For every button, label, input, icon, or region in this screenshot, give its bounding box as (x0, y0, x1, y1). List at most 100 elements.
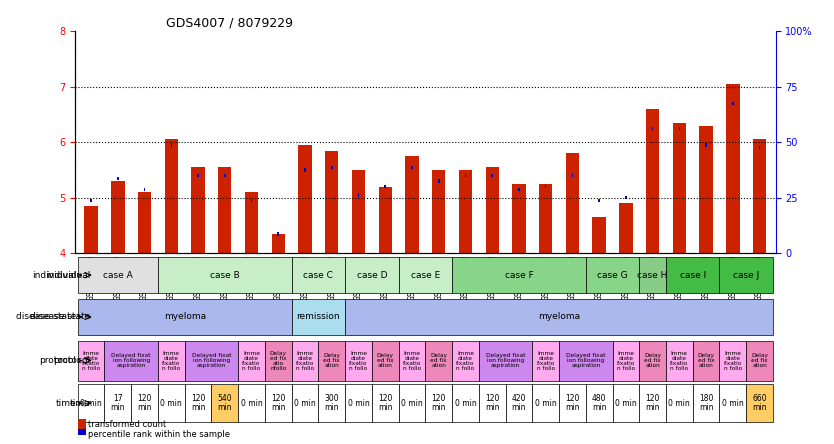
FancyBboxPatch shape (598, 199, 600, 202)
Text: 120
min: 120 min (271, 394, 285, 412)
FancyBboxPatch shape (479, 384, 505, 422)
Text: GDS4007 / 8079229: GDS4007 / 8079229 (166, 17, 293, 30)
Text: time: time (70, 399, 90, 408)
FancyBboxPatch shape (425, 384, 452, 422)
FancyBboxPatch shape (491, 174, 493, 177)
FancyBboxPatch shape (292, 341, 319, 381)
FancyBboxPatch shape (532, 384, 559, 422)
FancyBboxPatch shape (720, 341, 746, 381)
FancyBboxPatch shape (759, 146, 761, 150)
Bar (325, 151, 339, 253)
FancyBboxPatch shape (746, 384, 773, 422)
FancyBboxPatch shape (652, 127, 653, 130)
Text: case G: case G (597, 271, 628, 280)
Text: 120
min: 120 min (565, 394, 580, 412)
Text: 0 min: 0 min (401, 399, 423, 408)
FancyBboxPatch shape (224, 174, 226, 177)
Text: myeloma: myeloma (163, 313, 206, 321)
Bar (459, 170, 472, 253)
Text: Imme
diate
fixatio
n follo: Imme diate fixatio n follo (162, 351, 180, 371)
Bar (673, 123, 686, 253)
Text: case A: case A (103, 271, 133, 280)
Text: 540
min: 540 min (218, 394, 232, 412)
FancyBboxPatch shape (679, 127, 681, 130)
Text: 0 min: 0 min (669, 399, 691, 408)
FancyBboxPatch shape (184, 341, 239, 381)
FancyBboxPatch shape (452, 257, 585, 293)
FancyBboxPatch shape (693, 384, 720, 422)
Text: Delayed fixat
ion following
aspiration: Delayed fixat ion following aspiration (566, 353, 605, 368)
FancyBboxPatch shape (732, 102, 734, 105)
Bar (753, 139, 766, 253)
Bar (646, 109, 660, 253)
Text: Delayed fixat
ion following
aspiration: Delayed fixat ion following aspiration (192, 353, 231, 368)
FancyBboxPatch shape (131, 384, 158, 422)
FancyBboxPatch shape (465, 174, 466, 177)
Text: 0 min: 0 min (80, 399, 102, 408)
FancyBboxPatch shape (639, 384, 666, 422)
FancyBboxPatch shape (559, 384, 585, 422)
FancyBboxPatch shape (265, 341, 292, 381)
Text: Imme
diate
fixatio
n follo: Imme diate fixatio n follo (349, 351, 368, 371)
Text: case D: case D (357, 271, 387, 280)
Text: Delay
ed fix
ation: Delay ed fix ation (324, 353, 340, 368)
Text: 120
min: 120 min (485, 394, 500, 412)
FancyBboxPatch shape (585, 384, 612, 422)
FancyBboxPatch shape (452, 384, 479, 422)
FancyBboxPatch shape (184, 384, 212, 422)
Text: Delay
ed fix
ation: Delay ed fix ation (644, 353, 661, 368)
Bar (539, 184, 552, 253)
Text: 0 min: 0 min (722, 399, 744, 408)
FancyBboxPatch shape (278, 232, 279, 235)
Text: 0 min: 0 min (160, 399, 182, 408)
Text: case C: case C (304, 271, 334, 280)
Text: 0 min: 0 min (241, 399, 263, 408)
FancyBboxPatch shape (585, 257, 639, 293)
Text: myeloma: myeloma (538, 313, 580, 321)
Text: case F: case F (505, 271, 533, 280)
FancyBboxPatch shape (158, 341, 184, 381)
FancyBboxPatch shape (78, 299, 292, 335)
FancyBboxPatch shape (706, 143, 707, 147)
FancyBboxPatch shape (265, 384, 292, 422)
FancyBboxPatch shape (532, 341, 559, 381)
Text: protocol: protocol (39, 356, 76, 365)
FancyBboxPatch shape (345, 257, 399, 293)
FancyBboxPatch shape (345, 341, 372, 381)
FancyBboxPatch shape (78, 384, 104, 422)
Text: 0 min: 0 min (455, 399, 476, 408)
Text: Delayed fixat
ion following
aspiration: Delayed fixat ion following aspiration (112, 353, 151, 368)
FancyBboxPatch shape (411, 166, 413, 169)
FancyBboxPatch shape (505, 384, 532, 422)
FancyBboxPatch shape (452, 341, 479, 381)
FancyBboxPatch shape (666, 257, 720, 293)
Text: Delay
ed fix
ation: Delay ed fix ation (430, 353, 447, 368)
FancyBboxPatch shape (425, 341, 452, 381)
Text: transformed count: transformed count (88, 420, 167, 429)
FancyBboxPatch shape (438, 179, 440, 183)
Text: 120
min: 120 min (138, 394, 152, 412)
FancyBboxPatch shape (292, 257, 345, 293)
Bar (272, 234, 285, 253)
Bar (432, 170, 445, 253)
Text: Imme
diate
fixatio
n follo: Imme diate fixatio n follo (616, 351, 635, 371)
FancyBboxPatch shape (399, 384, 425, 422)
FancyBboxPatch shape (331, 166, 333, 169)
Bar (164, 139, 178, 253)
Text: 120
min: 120 min (191, 394, 205, 412)
Bar (245, 192, 259, 253)
Bar (379, 186, 392, 253)
Text: Imme
diate
fixatio
n follo: Imme diate fixatio n follo (456, 351, 475, 371)
Text: Delay
ed fix
ation: Delay ed fix ation (697, 353, 715, 368)
FancyBboxPatch shape (746, 341, 773, 381)
FancyBboxPatch shape (372, 341, 399, 381)
Bar (191, 167, 204, 253)
Text: disease state: disease state (30, 313, 90, 321)
Text: Delay
ed fix
ation: Delay ed fix ation (751, 353, 768, 368)
Text: Imme
diate
fixatio
n follo: Imme diate fixatio n follo (82, 351, 100, 371)
Bar (592, 217, 605, 253)
FancyBboxPatch shape (571, 174, 573, 177)
FancyBboxPatch shape (399, 257, 452, 293)
Bar (78, 419, 86, 430)
Text: 300
min: 300 min (324, 394, 339, 412)
